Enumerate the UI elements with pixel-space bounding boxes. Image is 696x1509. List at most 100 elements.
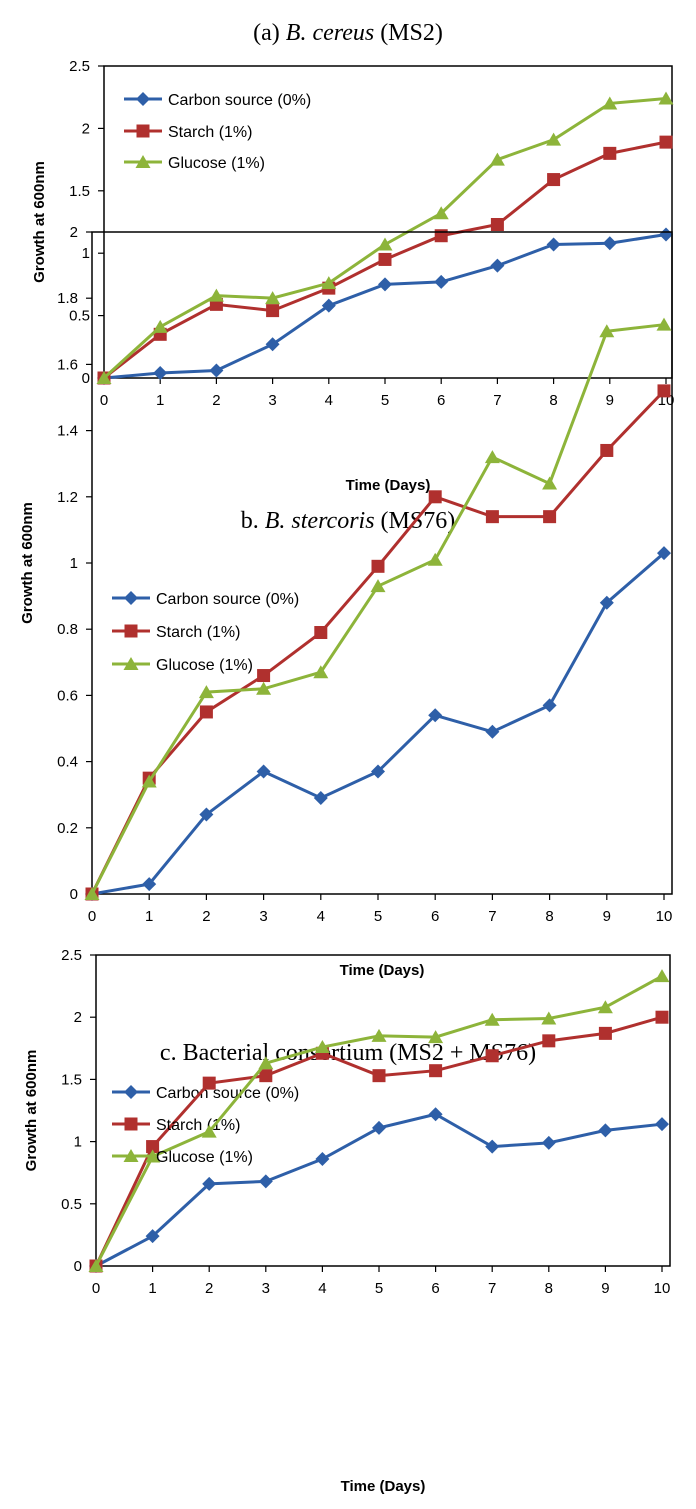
y-tick-label: 2 [70, 224, 78, 241]
data-point [209, 363, 224, 378]
x-tick-label: 9 [603, 908, 611, 925]
data-point [433, 206, 449, 220]
data-point [484, 1012, 500, 1026]
data-point [602, 236, 617, 251]
data-point [152, 319, 168, 333]
x-tick-label: 1 [156, 392, 164, 409]
x-tick-label: 2 [205, 1280, 213, 1297]
data-point [313, 791, 328, 806]
y-tick-label: 0.6 [57, 687, 78, 704]
data-point [599, 595, 614, 610]
legend-marker [124, 624, 138, 638]
y-tick-label: 0.2 [57, 820, 78, 837]
plot-frame [95, 954, 671, 1267]
data-point [543, 510, 557, 524]
x-tick-label: 8 [545, 908, 553, 925]
data-point [659, 135, 673, 149]
y-tick-label: 1.8 [57, 290, 78, 307]
legend-entry: Glucose (1%) [112, 657, 253, 674]
data-point [378, 277, 392, 292]
y-tick-label: 0 [70, 886, 78, 903]
title-part: b. [241, 508, 265, 534]
y-axis-title: Growth at 600nm [23, 1050, 40, 1172]
y-tick-label: 1.4 [57, 423, 78, 440]
x-tick-label: 9 [606, 392, 614, 409]
data-point [598, 1026, 612, 1040]
data-point [428, 1107, 443, 1122]
data-point [603, 146, 617, 160]
data-point [485, 510, 499, 524]
y-tick-label: 1 [82, 245, 90, 262]
plot-frame [103, 65, 673, 379]
data-point [142, 877, 157, 892]
data-point [542, 698, 557, 713]
data-point [371, 1028, 387, 1042]
x-tick-label: 8 [549, 392, 557, 409]
chart-title: (a) B. cereus (MS2) [253, 20, 443, 46]
data-point [429, 1064, 443, 1078]
x-axis-title: Time (Days) [340, 962, 425, 979]
x-tick-label: 1 [148, 1280, 156, 1297]
data-point [372, 1120, 386, 1135]
y-axis-title: Growth at 600nm [19, 502, 36, 624]
series-glucose [84, 317, 672, 900]
x-tick-label: 3 [262, 1280, 270, 1297]
chart-2: b. B. stercoris (MS76)00.20.40.60.811.21… [19, 224, 673, 979]
legend-entry: Starch (1%) [112, 1117, 240, 1134]
data-point [202, 1176, 217, 1191]
data-point [314, 626, 328, 640]
data-point [257, 669, 271, 683]
data-point [258, 1174, 273, 1189]
y-tick-label: 2.5 [61, 947, 82, 964]
data-point [598, 1123, 613, 1138]
data-point [546, 132, 562, 146]
data-point [88, 1259, 104, 1272]
data-point [371, 764, 385, 779]
data-point [428, 708, 443, 723]
data-point [490, 217, 504, 231]
data-point [314, 1040, 330, 1054]
legend-marker [123, 657, 139, 670]
data-point [658, 91, 674, 105]
data-point [266, 304, 280, 318]
legend-label: Carbon source (0%) [168, 92, 311, 109]
data-point [602, 96, 618, 110]
x-tick-label: 7 [493, 392, 501, 409]
data-point [265, 337, 280, 352]
x-tick-label: 5 [374, 908, 382, 925]
data-point [146, 1140, 160, 1154]
data-point [377, 237, 393, 251]
data-point [541, 1135, 556, 1150]
data-point [371, 559, 385, 573]
series-line [90, 323, 665, 895]
legend-marker [136, 92, 150, 106]
data-point [145, 1149, 161, 1163]
x-axis-title: Time (Days) [341, 1478, 426, 1495]
data-point [600, 443, 614, 457]
y-tick-label: 0.4 [57, 754, 78, 771]
data-point [258, 1056, 274, 1070]
x-tick-label: 7 [488, 1280, 496, 1297]
legend-marker [135, 155, 151, 168]
x-tick-label: 4 [325, 392, 333, 409]
data-point [256, 764, 271, 779]
y-tick-label: 1.2 [57, 489, 78, 506]
series-carbon [97, 227, 673, 385]
legend-label: Carbon source (0%) [156, 1085, 299, 1102]
title-species: B. cereus [286, 20, 374, 46]
x-tick-label: 6 [437, 392, 445, 409]
title-species: B. stercoris [265, 508, 375, 534]
legend-entry: Glucose (1%) [112, 1149, 253, 1166]
series-line [90, 389, 666, 895]
chart-3: c. Bacterial consortium (MS2 + MS76)00.5… [23, 947, 671, 1495]
y-tick-label: 2 [74, 1009, 82, 1026]
data-point [434, 229, 448, 243]
y-tick-label: 1 [74, 1134, 82, 1151]
data-point [657, 546, 671, 561]
legend-label: Starch (1%) [168, 124, 252, 141]
x-tick-label: 2 [212, 392, 220, 409]
legend-marker [124, 1117, 138, 1131]
x-tick-label: 10 [654, 1280, 671, 1297]
x-tick-label: 3 [268, 392, 276, 409]
